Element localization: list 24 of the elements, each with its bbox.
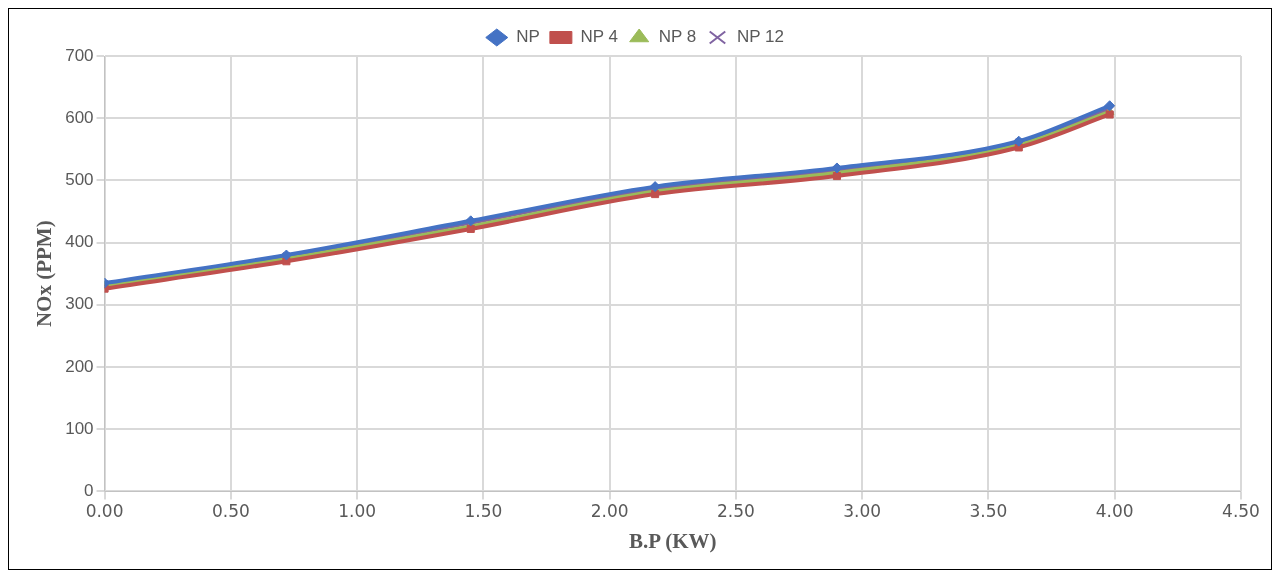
y-tick-label: 500 [65,170,94,190]
y-tick-label: 200 [65,356,94,376]
legend-label: NP 8 [658,27,697,47]
x-axis-title: B.P (KW) [629,528,717,553]
x-tick-label: 2.00 [590,501,629,522]
x-tick-label: 3.50 [969,501,1008,522]
x-tick-label: 0.00 [85,501,124,522]
legend-label: NP 12 [736,27,784,47]
y-tick-label: 300 [65,294,94,314]
y-tick-label: 700 [65,45,94,65]
legend-label: NP [516,27,540,47]
y-axis-title: NOx (PPM) [32,220,57,328]
x-tick-label: 4.00 [1095,501,1134,522]
x-tick-label: 4.50 [1222,501,1260,522]
x-tick-label: 1.00 [338,501,377,522]
legend-label: NP 4 [580,27,618,47]
x-tick-label: 2.50 [716,501,755,522]
x-tick-label: 0.50 [211,501,250,522]
y-tick-label: 0 [84,481,94,501]
x-tick-label: 3.00 [843,501,882,522]
x-tick-label: 1.50 [464,501,503,522]
y-tick-label: 600 [65,107,94,127]
y-tick-label: 400 [65,232,94,252]
y-tick-label: 100 [65,418,94,438]
